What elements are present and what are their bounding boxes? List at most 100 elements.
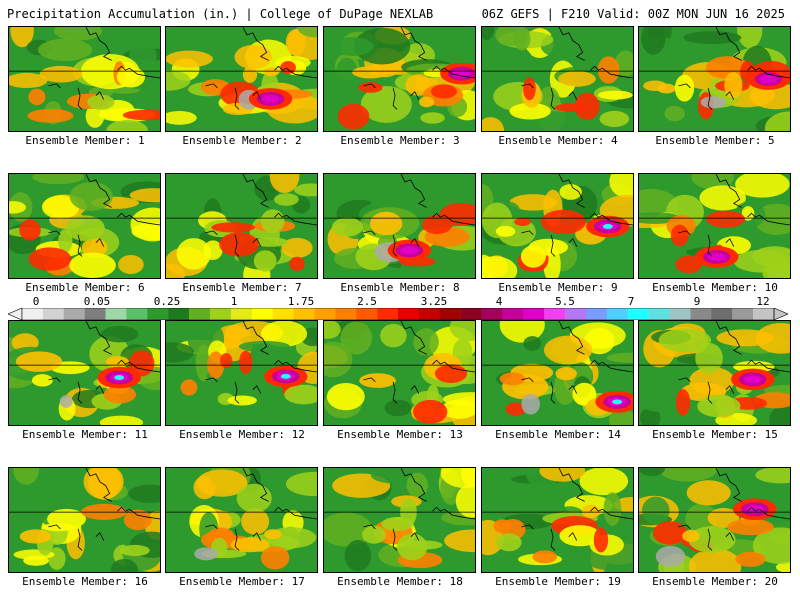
precip-map-member-1 [8,26,161,132]
precip-field [9,468,160,572]
precip-map-member-12 [165,320,318,426]
colorbar-segment [314,308,336,320]
colorbar-segment [460,308,482,320]
chart-title: Precipitation Accumulation (in.) | Colle… [7,7,434,21]
member-caption: Ensemble Member: 18 [337,575,463,588]
colorbar-strip [8,308,788,320]
precip-field [482,321,633,425]
colorbar-segment [189,308,211,320]
colorbar-segment [105,308,127,320]
colorbar-segment [690,308,712,320]
member-caption: Ensemble Member: 15 [652,428,778,441]
precip-map-member-10 [638,173,791,279]
colorbar-tick-label: 1.75 [287,295,315,308]
precip-field [639,321,790,425]
member-caption: Ensemble Member: 20 [652,575,778,588]
precip-field [166,468,317,572]
model-run-info: 06Z GEFS | F210 Valid: 00Z MON JUN 16 20… [481,7,785,21]
colorbar-segment [732,308,754,320]
member-caption: Ensemble Member: 9 [498,281,618,294]
colorbar-segment [168,308,190,320]
precip-field [166,27,317,131]
colorbar-tick-label: 0 [32,295,40,308]
precip-map-member-18 [323,467,476,573]
colorbar-segment [711,308,733,320]
precip-field [482,468,633,572]
colorbar-segment [272,308,294,320]
colorbar-segment [377,308,399,320]
colorbar-tick-label: 9 [693,295,701,308]
colorbar-segment [565,308,587,320]
colorbar-segment [753,308,775,320]
member-caption: Ensemble Member: 7 [182,281,302,294]
precip-map-member-19 [481,467,634,573]
member-caption: Ensemble Member: 5 [655,134,775,147]
colorbar-tick-label: 0.25 [153,295,181,308]
precip-map-member-3 [323,26,476,132]
colorbar-segment [335,308,357,320]
colorbar-segment [627,308,649,320]
colorbar-tick-label: 3.25 [420,295,448,308]
colorbar-legend: 0 0.05 0.25 1 1.75 2.5 3.25 4 5.5 7 9 12 [8,296,788,321]
colorbar-segment [293,308,315,320]
precip-field [482,174,633,278]
precip-map-member-11 [8,320,161,426]
member-caption: Ensemble Member: 3 [340,134,460,147]
member-caption: Ensemble Member: 10 [652,281,778,294]
precip-field [324,468,475,572]
member-caption: Ensemble Member: 12 [179,428,305,441]
precip-field [482,27,633,131]
colorbar-segment [544,308,566,320]
colorbar-tick-label: 2.5 [357,295,377,308]
precip-map-member-16 [8,467,161,573]
member-caption: Ensemble Member: 4 [498,134,618,147]
precip-map-member-8 [323,173,476,279]
colorbar-tick-label: 5.5 [555,295,575,308]
member-caption: Ensemble Member: 13 [337,428,463,441]
precip-map-member-4 [481,26,634,132]
precip-map-member-5 [638,26,791,132]
member-caption: Ensemble Member: 6 [25,281,145,294]
precip-field [9,174,160,278]
member-caption: Ensemble Member: 2 [182,134,302,147]
colorbar-segment [586,308,608,320]
precip-map-member-14 [481,320,634,426]
member-caption: Ensemble Member: 19 [495,575,621,588]
colorbar-segment [210,308,232,320]
colorbar-tick-label: 4 [495,295,503,308]
colorbar-segment [606,308,628,320]
colorbar-segment [63,308,85,320]
precip-field [9,321,160,425]
colorbar-tick-label: 12 [756,295,770,308]
precip-field [324,27,475,131]
precip-map-member-9 [481,173,634,279]
colorbar-segment [230,308,252,320]
colorbar-segment [398,308,420,320]
precip-map-member-20 [638,467,791,573]
member-caption: Ensemble Member: 1 [25,134,145,147]
precip-map-member-17 [165,467,318,573]
colorbar-tick-label: 7 [627,295,635,308]
colorbar-segment [147,308,169,320]
colorbar-segment [356,308,378,320]
precip-field [639,468,790,572]
colorbar-segment [481,308,503,320]
precip-field [166,321,317,425]
colorbar-segment [418,308,440,320]
precip-map-member-15 [638,320,791,426]
member-caption: Ensemble Member: 17 [179,575,305,588]
colorbar-segment [22,308,44,320]
precip-field [324,321,475,425]
colorbar-segment [669,308,691,320]
colorbar-segment [42,308,64,320]
member-caption: Ensemble Member: 16 [22,575,148,588]
precip-field [639,174,790,278]
member-caption: Ensemble Member: 8 [340,281,460,294]
precip-map-member-2 [165,26,318,132]
precip-field [9,27,160,131]
colorbar-segment [648,308,670,320]
precip-field [324,174,475,278]
colorbar-tick-label: 1 [230,295,238,308]
precip-map-member-13 [323,320,476,426]
precip-map-member-6 [8,173,161,279]
